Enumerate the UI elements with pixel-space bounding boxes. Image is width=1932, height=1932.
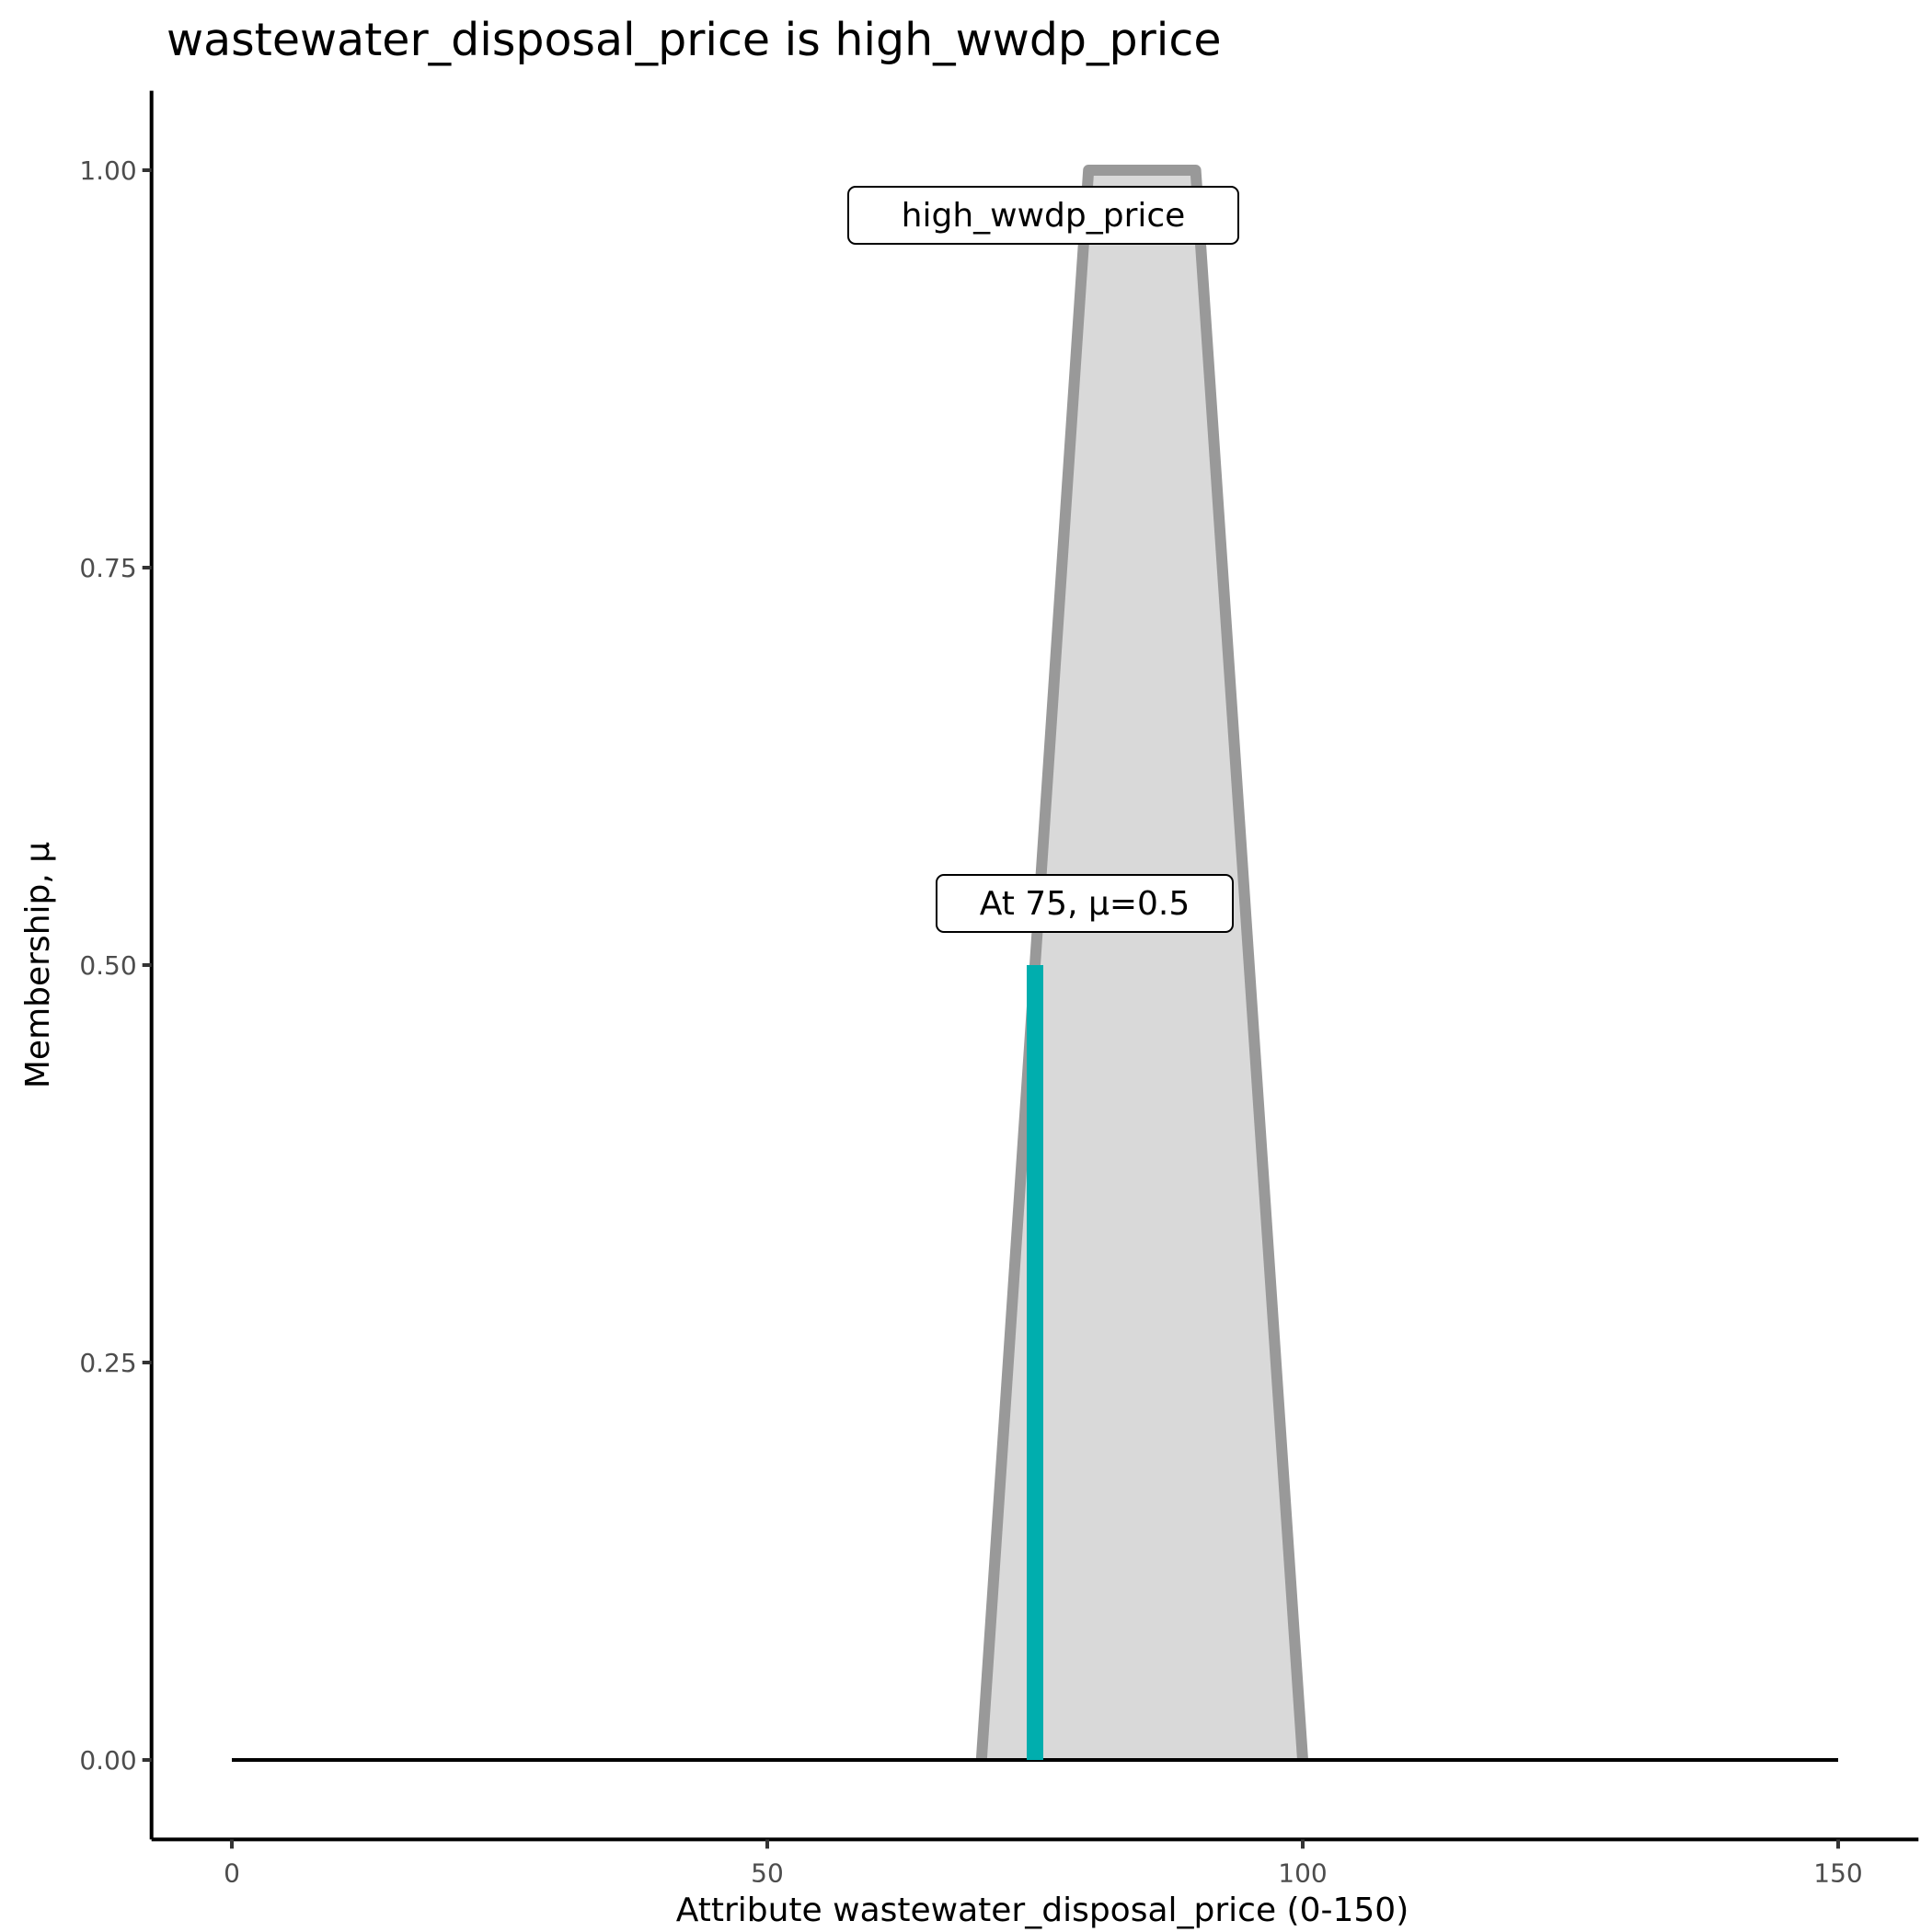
- y-tick-label: 1.00: [79, 155, 136, 186]
- y-tick-label: 0.00: [79, 1745, 136, 1776]
- x-tick-label: 0: [224, 1857, 240, 1888]
- x-tick-label: 50: [751, 1857, 784, 1888]
- plot-area: [232, 165, 1838, 1762]
- set-label-box: [847, 186, 1239, 245]
- y-tick-label: 0.50: [79, 950, 136, 981]
- y-axis-label: Membership, μ: [19, 842, 57, 1088]
- axes: 0 50 100 150 0.00 0.25 0.50 0.75 1.00: [79, 90, 1919, 1888]
- annotations: high_wwdp_price At 75, μ=0.5: [847, 186, 1239, 933]
- x-axis-label: Attribute wastewater_disposal_price (0-1…: [676, 1892, 1409, 1929]
- point-label-box: [936, 874, 1234, 933]
- x-tick-label: 150: [1813, 1857, 1862, 1888]
- y-tick-label: 0.75: [79, 553, 136, 583]
- chart-title: wastewater_disposal_price is high_wwdp_p…: [167, 14, 1221, 66]
- y-tick-label: 0.25: [79, 1348, 136, 1378]
- set-label: high_wwdp_price: [902, 197, 1186, 235]
- x-tick-label: 100: [1278, 1857, 1327, 1888]
- point-label: At 75, μ=0.5: [980, 885, 1190, 923]
